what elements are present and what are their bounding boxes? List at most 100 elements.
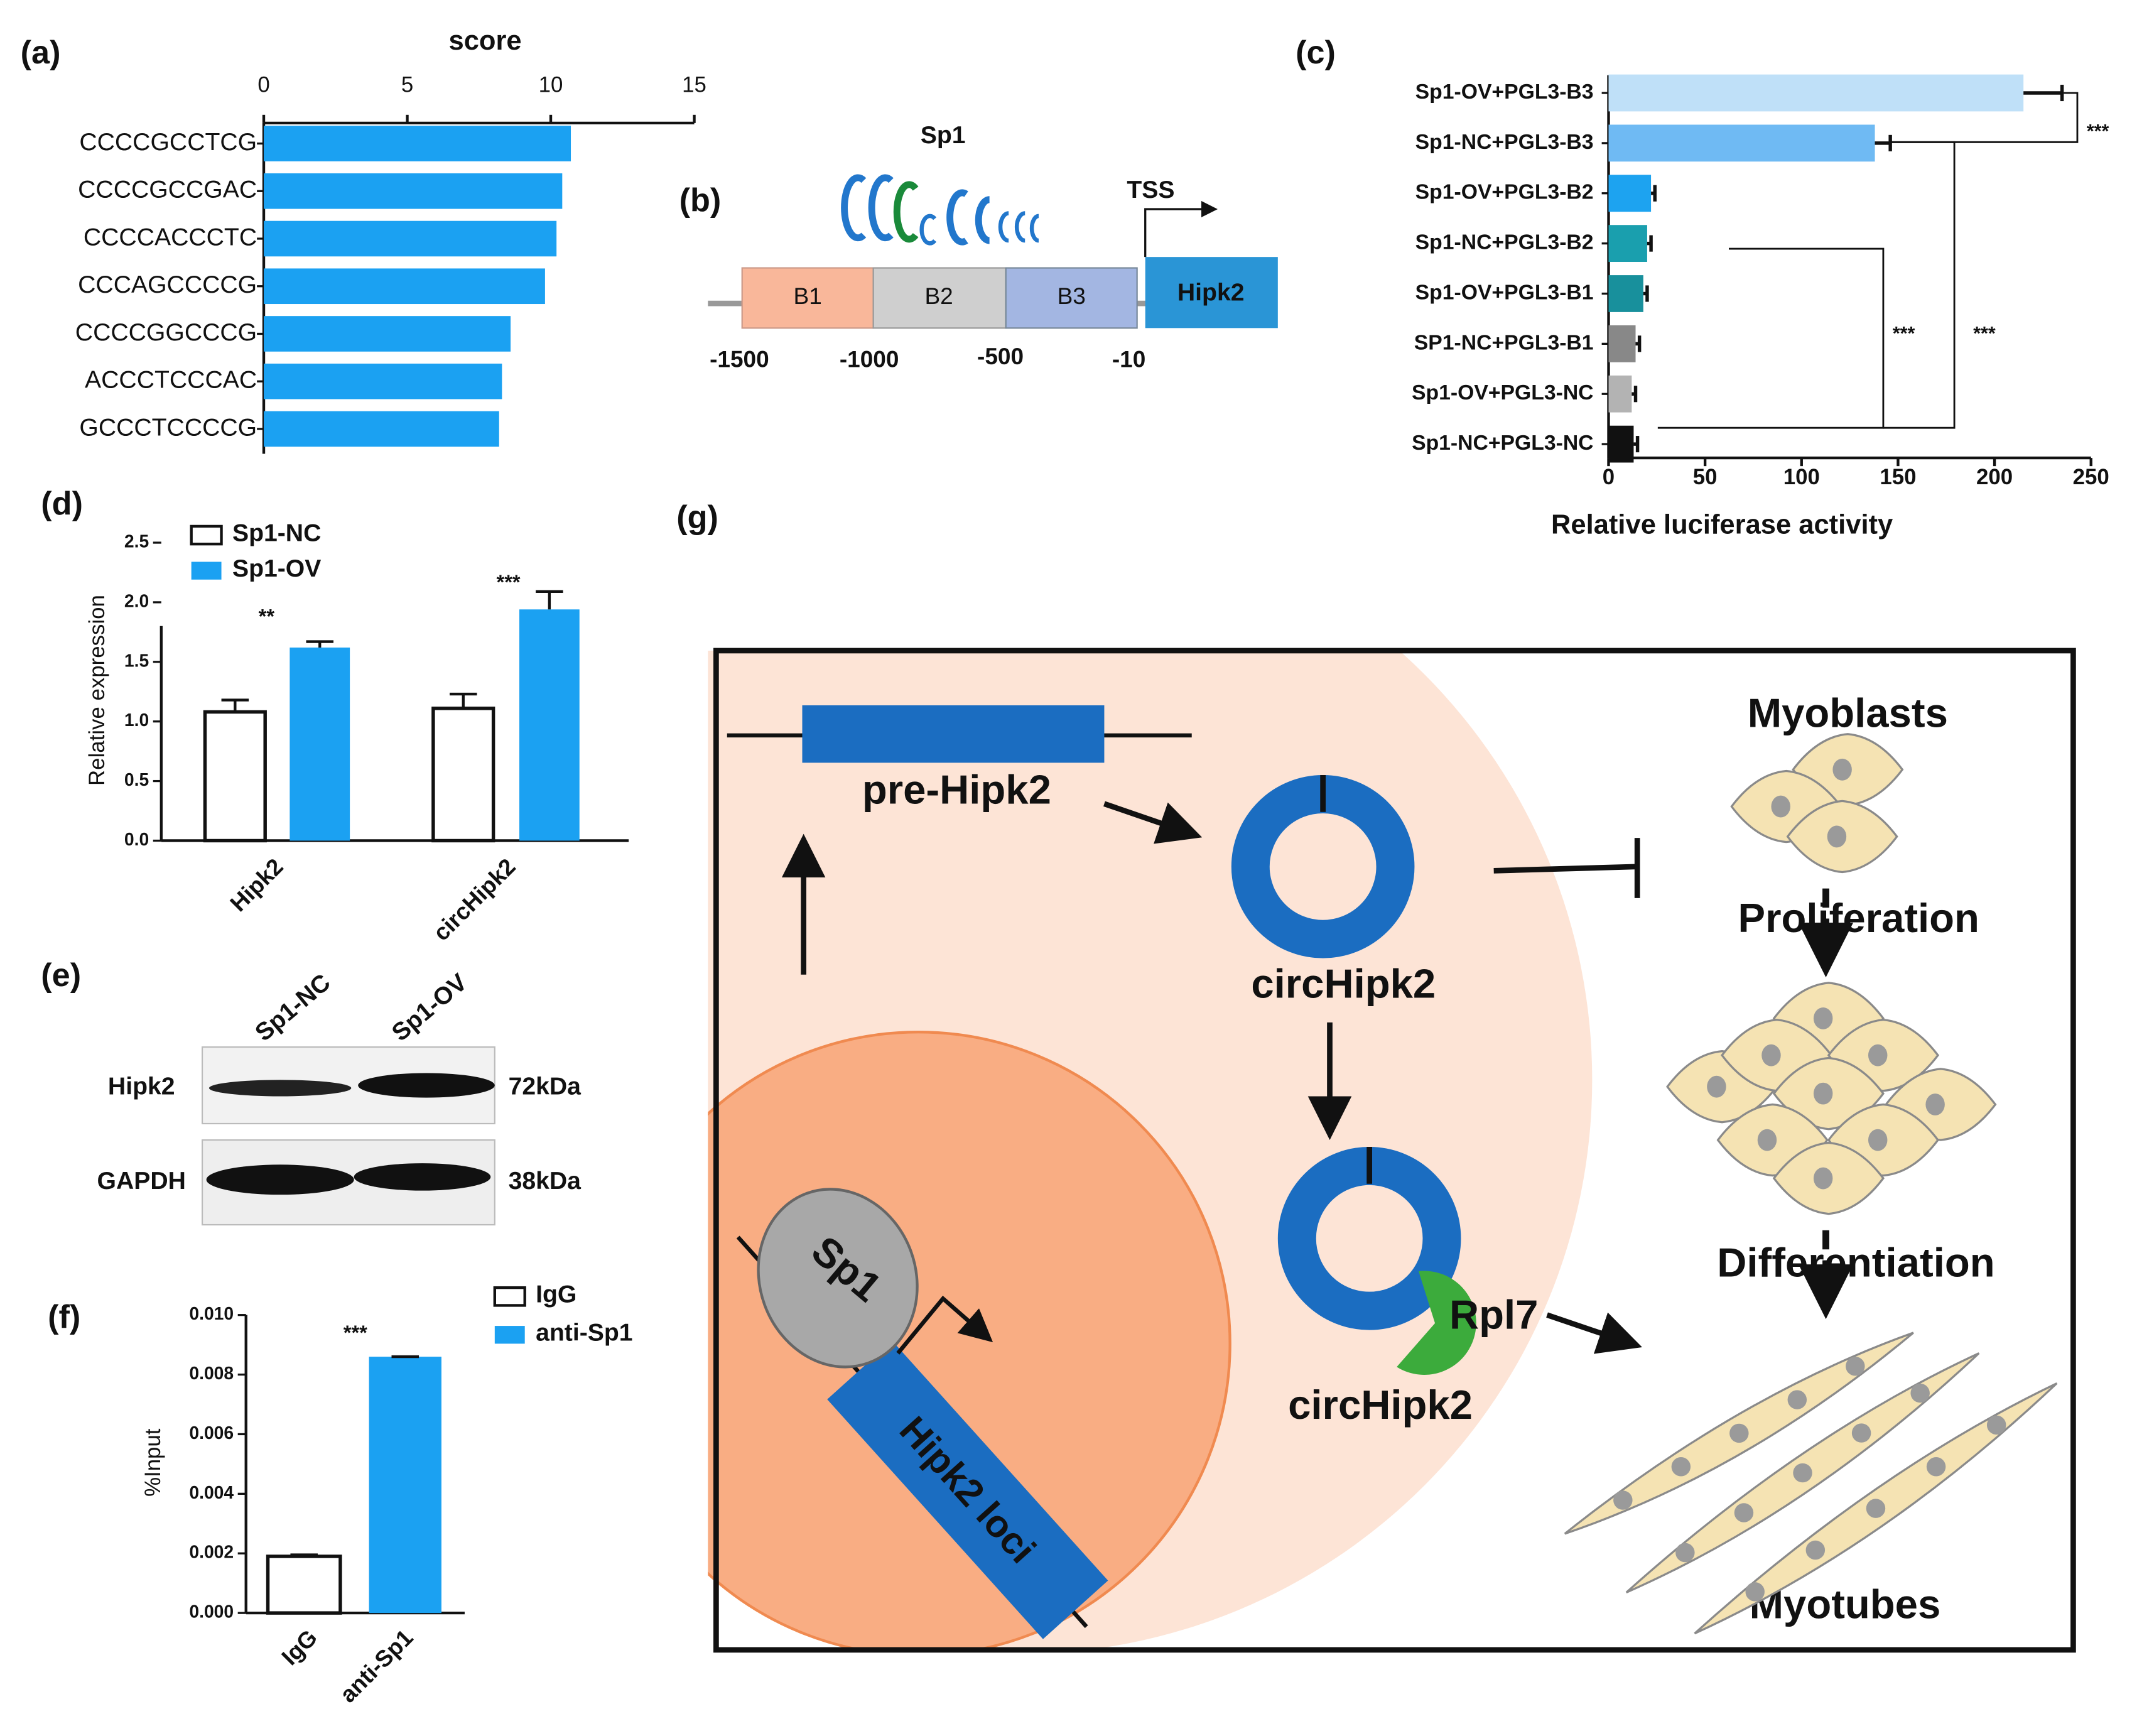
y-tick-label: Sp1-OV+PGL3-B3 (1415, 80, 1594, 104)
gene-box (1145, 257, 1278, 328)
y-tick-label: GCCCTCCCCG (79, 414, 257, 441)
y-tick-label: Sp1-OV+PGL3-B1 (1415, 280, 1594, 304)
blot-band (358, 1073, 495, 1098)
bar (1608, 225, 1647, 262)
cell-nucleus (1813, 1082, 1833, 1105)
y-tick-label: 2.5 (124, 531, 149, 551)
significance-label: *** (497, 570, 521, 594)
x-tick-label: 50 (1693, 465, 1718, 489)
significance-bracket (1890, 92, 2079, 143)
binding-label: Rpl7 (1449, 1291, 1538, 1337)
bar (1608, 425, 1634, 463)
cell-nucleus (1866, 1499, 1886, 1518)
lane-label: Sp1-NC (251, 969, 336, 1047)
panel-label: (b) (679, 182, 722, 219)
cell-nucleus (1675, 1543, 1695, 1563)
y-tick-label: CCCCACCCTC (84, 224, 257, 251)
panel-label: (d) (41, 486, 83, 522)
cell-nucleus (1926, 1457, 1946, 1477)
panel-label: (g) (676, 499, 718, 536)
x-tick-label: 150 (1880, 465, 1916, 489)
significance-label: *** (1893, 323, 1915, 344)
cell-nucleus (1729, 1423, 1749, 1443)
region-label: B2 (924, 283, 953, 309)
legend-swatch (493, 1286, 526, 1307)
bar (1608, 375, 1632, 413)
bar (369, 1357, 441, 1614)
x-axis-title: score (449, 26, 522, 56)
bar (264, 411, 499, 447)
position-label: -10 (1112, 346, 1145, 372)
size-label: 72kDa (509, 1073, 582, 1100)
tss-arrow (1144, 200, 1218, 258)
cell-nucleus (1925, 1093, 1945, 1115)
y-axis-title: %Input (141, 1428, 165, 1497)
cell-nucleus (1868, 1129, 1888, 1151)
region-box (872, 267, 1007, 329)
panel-label: (f) (48, 1299, 80, 1335)
position-label: -500 (977, 344, 1024, 369)
panel-label: (a) (21, 35, 61, 71)
x-tick-label: 15 (682, 72, 706, 97)
tss-label: TSS (1127, 176, 1174, 203)
arrow (1546, 1312, 1642, 1354)
bar (1608, 325, 1636, 362)
y-tick-label: Sp1-NC+PGL3-NC (1412, 431, 1593, 455)
stage-label: Differentiation (1717, 1240, 1994, 1286)
x-tick-label: circHipk2 (428, 854, 521, 946)
bar (264, 220, 557, 257)
cell-nucleus (1734, 1503, 1754, 1522)
blot-band (354, 1163, 491, 1191)
y-tick-label: 0.000 (189, 1602, 234, 1622)
y-tick-label: CCCCGCCGAC (78, 176, 257, 203)
blot-band (208, 1080, 352, 1097)
bar (264, 268, 545, 305)
y-tick-label: CCCCGGCCCG (75, 319, 257, 346)
cell-nucleus (1745, 1582, 1765, 1602)
cell-nucleus (1868, 1044, 1888, 1066)
stage-label: Proliferation (1738, 895, 1979, 941)
size-label: 38kDa (509, 1168, 582, 1195)
bar (1608, 74, 2024, 112)
y-tick-label: 2.0 (124, 590, 149, 610)
legend-label: Sp1-OV (232, 555, 321, 582)
y-axis-title: Relative expression (85, 595, 109, 786)
cell-nucleus (1827, 825, 1847, 848)
motif-logo (841, 174, 1039, 246)
y-tick-label: 0.006 (189, 1423, 234, 1443)
sp1-protein (757, 1188, 919, 1369)
cell-nucleus (1832, 758, 1852, 781)
panel-label: (c) (1296, 35, 1336, 71)
y-tick-label: 1.0 (124, 710, 149, 730)
cell-nucleus (1986, 1415, 2006, 1435)
stage-label: Myoblasts (1748, 690, 1948, 736)
cell-nucleus (1813, 1007, 1833, 1029)
cell-nucleus (1793, 1463, 1812, 1483)
lane-label: Sp1-OV (387, 969, 472, 1047)
gene-label: Hipk2 (1177, 279, 1245, 306)
significance-label: *** (1973, 323, 1996, 344)
x-tick-label: 0 (257, 72, 269, 97)
bar (289, 648, 350, 841)
circ-label: circHipk2 (1288, 1382, 1473, 1428)
cell-nucleus (1910, 1383, 1930, 1403)
cell-nucleus (1771, 795, 1790, 818)
region-label: B1 (794, 283, 822, 309)
y-tick-label: Sp1-OV+PGL3-B2 (1415, 180, 1594, 204)
protein-label: Hipk2 (108, 1073, 175, 1100)
position-label: -1000 (840, 346, 899, 372)
significance-label: *** (344, 1321, 367, 1344)
factor-label: Sp1 (921, 122, 966, 149)
x-tick-label: 5 (401, 72, 413, 97)
x-tick-label: 200 (1976, 465, 2013, 489)
bar (1608, 275, 1643, 312)
bar (1608, 175, 1652, 212)
legend-label: IgG (536, 1281, 576, 1308)
y-tick-label: 0.002 (189, 1542, 234, 1562)
cell-nucleus (1613, 1490, 1633, 1510)
arrow (1103, 801, 1203, 844)
bar (1608, 124, 1875, 162)
bar (519, 609, 580, 841)
cell-nucleus (1813, 1167, 1833, 1190)
cell-nucleus (1787, 1390, 1807, 1409)
